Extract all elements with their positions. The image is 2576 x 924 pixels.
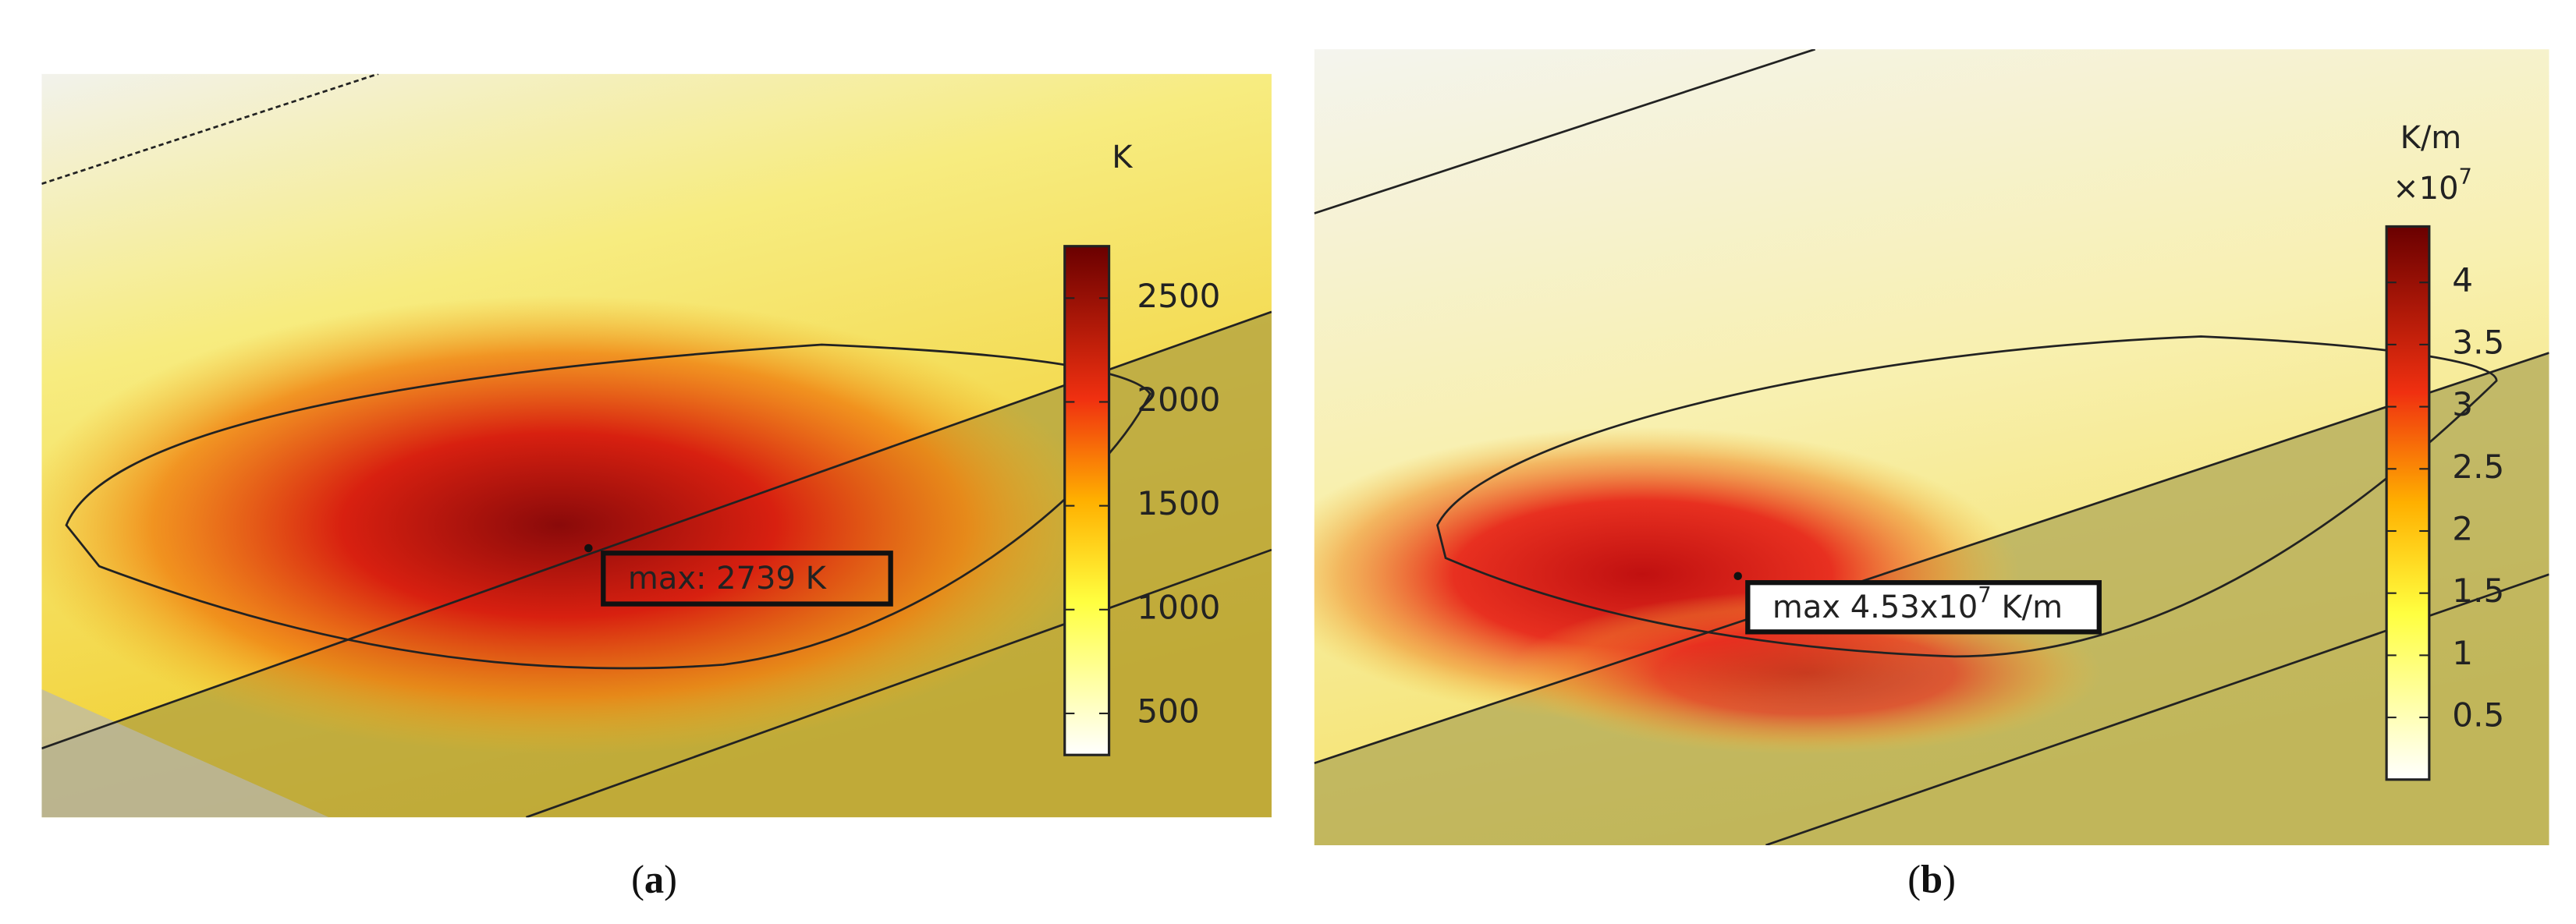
annotation-box [601,551,893,607]
colorbar-tick-label: 3 [2452,385,2473,423]
caption: (b) [1907,857,1956,901]
caption: (a) [631,857,677,901]
colorbar-tick-label: 4 [2452,261,2473,299]
multiplier-base: ×10 [2393,171,2458,207]
colorbar-tick-label: 2000 [1137,381,1220,419]
colorbar-tick-label: 2 [2452,509,2473,547]
colorbar-tick-label: 2.5 [2452,448,2504,486]
annotation-text: max: 2739 K [628,561,828,597]
unit-label: K [1112,140,1134,175]
colorbar-tick-label: 3.5 [2452,323,2504,361]
caption-label: a [644,857,664,901]
panel-b-field [1314,49,2549,845]
multiplier-exponent: 7 [2459,165,2472,189]
annotation: max: 2739 K [628,561,828,597]
colorbar-tick-label: 1 [2452,634,2473,672]
caption-label: b [1921,857,1943,901]
colorbar-tick-label: 1.5 [2452,572,2504,610]
colorbar-tick-label: 2500 [1137,277,1220,315]
caption-open: ( [1907,857,1921,901]
annotation: max 4.53x107 K/m [1772,583,2063,625]
colorbar [1063,245,1111,756]
caption-close: ) [1943,857,1956,901]
annotation-suffix: K/m [1992,589,2063,625]
colorbar [2385,225,2431,781]
colorbar-tick-label: 1500 [1137,484,1220,522]
caption-close: ) [664,857,677,901]
max-marker [584,543,593,553]
unit-label: K/m [2400,120,2462,156]
annotation-text: max 4.53x10 [1772,589,1978,625]
colorbar-tick-label: 1000 [1137,588,1220,626]
annotation-exponent: 7 [1978,583,1991,607]
annotation-box [1745,580,2102,635]
caption-open: ( [631,857,644,901]
max-marker [1733,572,1742,581]
multiplier: ×107 [2393,165,2472,207]
colorbar-tick-label: 0.5 [2452,696,2504,735]
colorbar-tick-label: 500 [1137,692,1199,730]
